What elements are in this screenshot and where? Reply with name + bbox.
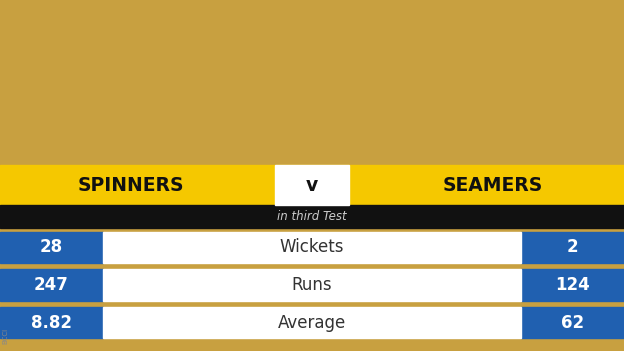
Bar	[521, 232, 624, 263]
Bar	[0, 232, 103, 263]
Text: Runs: Runs	[291, 276, 333, 294]
Bar	[521, 269, 624, 301]
Bar	[275, 165, 349, 205]
Text: SPINNERS: SPINNERS	[78, 176, 184, 195]
Text: 8.82: 8.82	[31, 314, 72, 332]
Text: in third Test: in third Test	[277, 210, 347, 223]
Text: 247: 247	[34, 276, 69, 294]
Bar	[103, 307, 521, 338]
Text: 62: 62	[561, 314, 584, 332]
Text: 124: 124	[555, 276, 590, 294]
Bar	[0, 269, 103, 301]
Bar	[0, 205, 624, 228]
Text: SEAMERS: SEAMERS	[443, 176, 543, 195]
Text: 2: 2	[567, 238, 578, 256]
Bar	[0, 165, 624, 205]
Bar	[0, 0, 624, 165]
Bar	[0, 307, 103, 338]
Text: v: v	[306, 176, 318, 195]
Bar	[521, 307, 624, 338]
Text: 28: 28	[40, 238, 63, 256]
Text: Average: Average	[278, 314, 346, 332]
Text: BCCI: BCCI	[2, 328, 9, 344]
Text: Wickets: Wickets	[280, 238, 344, 256]
Bar	[103, 269, 521, 301]
Bar	[103, 232, 521, 263]
